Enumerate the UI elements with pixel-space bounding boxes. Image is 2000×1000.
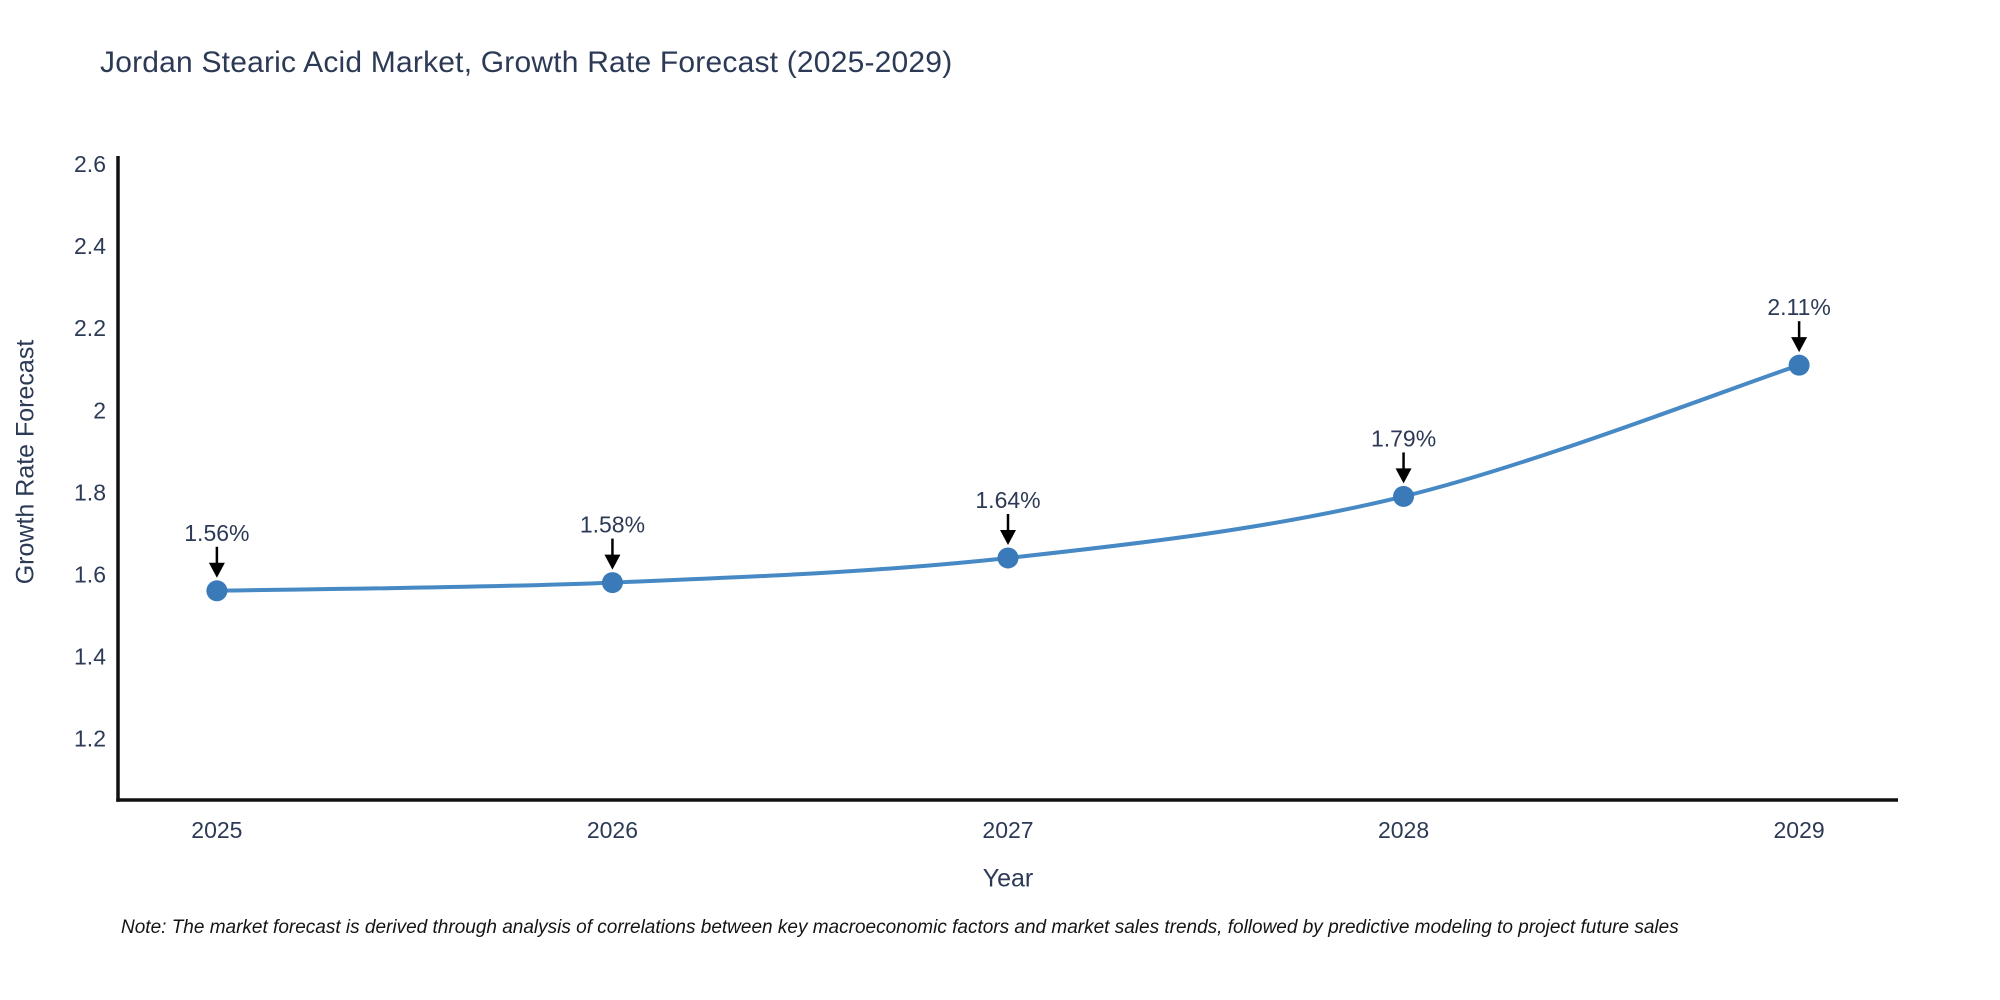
data-point-marker[interactable] <box>1393 485 1415 507</box>
point-label: 1.64% <box>975 487 1040 513</box>
data-point-marker[interactable] <box>206 580 228 602</box>
annotation-arrow-head-icon <box>1791 337 1808 353</box>
chart-title: Jordan Stearic Acid Market, Growth Rate … <box>100 46 953 79</box>
x-tick-label: 2026 <box>587 817 638 843</box>
y-tick-label: 1.4 <box>74 643 106 669</box>
point-label: 1.79% <box>1371 425 1436 451</box>
data-point-marker[interactable] <box>601 572 623 594</box>
footnote: Note: The market forecast is derived thr… <box>121 917 1679 938</box>
annotation-arrow-head-icon <box>1395 468 1412 484</box>
data-point-marker[interactable] <box>997 547 1019 569</box>
y-tick-label: 2 <box>93 397 106 423</box>
y-tick-label: 1.6 <box>74 561 106 587</box>
x-tick-label: 2027 <box>982 817 1033 843</box>
annotation-arrow-head-icon <box>604 554 621 570</box>
annotation-arrow-head-icon <box>208 562 225 578</box>
x-tick-label: 2029 <box>1774 817 1825 843</box>
x-tick-label: 2025 <box>191 817 242 843</box>
x-axis-title: Year <box>982 864 1034 893</box>
point-label: 1.56% <box>184 520 249 546</box>
y-tick-label: 1.2 <box>74 725 106 751</box>
y-tick-label: 2.6 <box>74 151 106 177</box>
annotation-arrow-head-icon <box>1000 529 1016 545</box>
point-label: 1.58% <box>580 512 645 538</box>
x-tick-label: 2028 <box>1378 817 1429 843</box>
y-tick-label: 2.2 <box>74 315 106 341</box>
data-point-marker[interactable] <box>1788 354 1810 376</box>
point-label: 2.11% <box>1767 294 1831 320</box>
y-tick-label: 1.8 <box>74 479 106 505</box>
y-tick-label: 2.4 <box>74 233 106 259</box>
